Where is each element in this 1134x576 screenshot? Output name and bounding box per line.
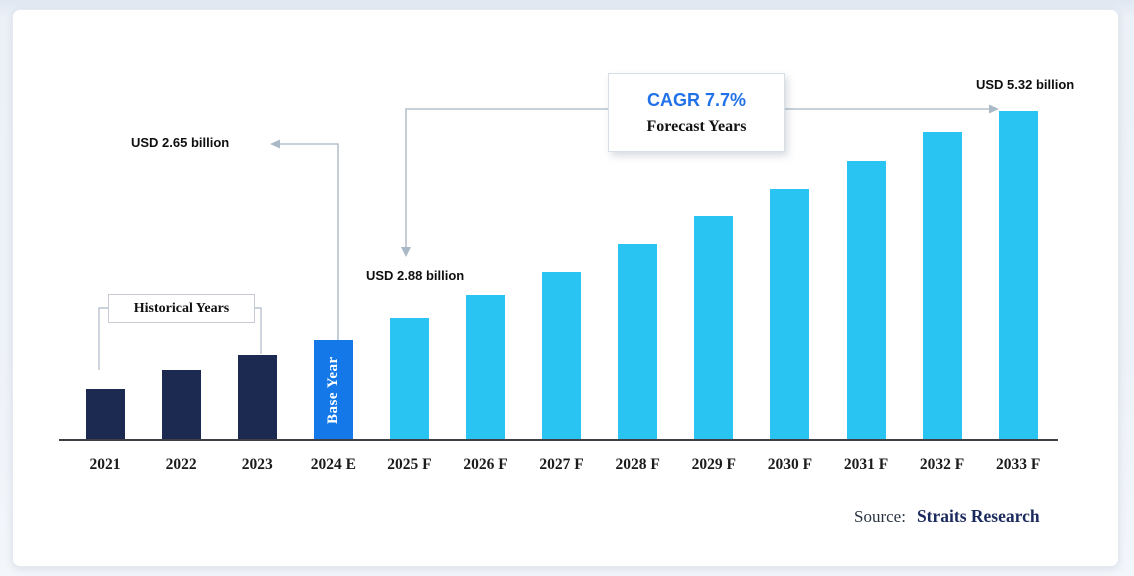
- x-tick-2021: 2021: [89, 456, 121, 473]
- arrowhead-left-icon: [270, 139, 280, 149]
- annotation-base-year-value: USD 2.65 billion: [131, 135, 230, 150]
- connector-lines: [98, 104, 999, 370]
- source-line: Source: Straits Research: [854, 506, 1040, 527]
- x-tick-2033-f: 2033 F: [996, 456, 1041, 473]
- x-tick-2026-f: 2026 F: [463, 456, 508, 473]
- bar-2023: [237, 355, 277, 441]
- historical-bracket-right: [253, 307, 262, 354]
- cagr-callout-box: CAGR 7.7% Forecast Years: [608, 73, 785, 152]
- annotation-first-forecast-value: USD 2.88 billion: [366, 268, 465, 283]
- source-label: Source:: [854, 507, 906, 526]
- bar-2028-f: [618, 244, 658, 441]
- forecast-years-label: Forecast Years: [646, 117, 747, 135]
- chart-card: Base Year 2021 2022 2023 2024 E 2025 F 2026 F…: [12, 9, 1119, 567]
- arrowhead-down-icon: [401, 247, 411, 257]
- bar-2026-f: [466, 295, 505, 441]
- x-tick-2029-f: 2029 F: [691, 456, 736, 473]
- bar-2024-e: Base Year: [313, 340, 353, 441]
- bar-2027-f: [542, 272, 582, 441]
- arrowhead-right-icon: [989, 104, 999, 114]
- x-axis-line: [59, 439, 1058, 441]
- arrow-base-year-value: [279, 143, 339, 340]
- bar-2032-f: [922, 132, 962, 441]
- x-tick-2030-f: 2030 F: [767, 456, 813, 473]
- x-tick-2028-f: 2028 F: [615, 456, 660, 473]
- x-tick-2027-f: 2027 F: [539, 456, 584, 473]
- arrow-first-forecast-value: [405, 108, 608, 247]
- bar-2021: [85, 389, 125, 441]
- bar-2025-f: [389, 318, 429, 441]
- annotation-last-forecast-value: USD 5.32 billion: [976, 77, 1075, 92]
- source-name: Straits Research: [916, 506, 1040, 526]
- cagr-value: CAGR 7.7%: [646, 89, 747, 110]
- x-tick-2023: 2023: [241, 456, 273, 473]
- bar-2022: [161, 370, 201, 441]
- bar-2030-f: [770, 189, 810, 441]
- x-tick-2025-f: 2025 F: [387, 456, 432, 473]
- bar-2033-f: [998, 111, 1038, 441]
- bar-2031-f: [846, 161, 886, 441]
- x-tick-2032-f: 2032 F: [919, 456, 965, 473]
- x-tick-2024-e: 2024 E: [310, 456, 356, 473]
- base-year-bar-label: Base Year: [324, 356, 341, 425]
- historical-bracket-left: [98, 307, 108, 370]
- bar-2029-f: [694, 216, 734, 441]
- x-tick-2022: 2022: [165, 456, 197, 473]
- historical-years-box: Historical Years: [108, 294, 255, 323]
- x-tick-2031-f: 2031 F: [843, 456, 889, 473]
